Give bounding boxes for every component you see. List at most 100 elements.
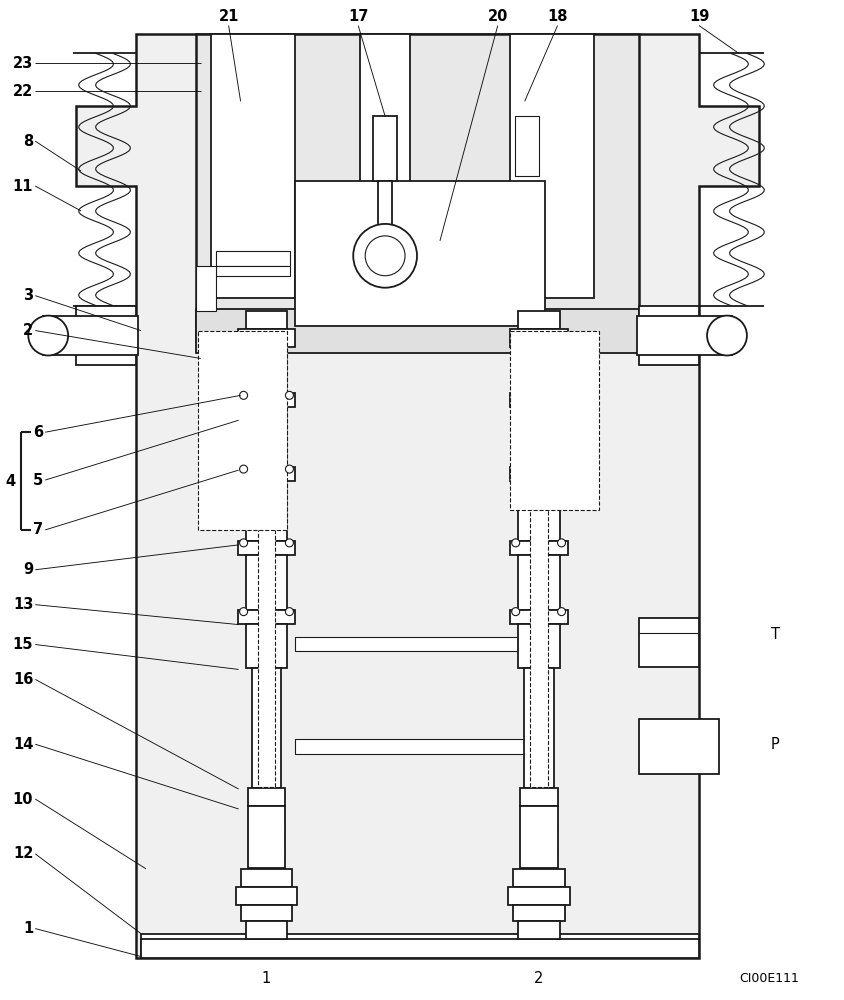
Text: 9: 9 [23,562,33,577]
Text: 17: 17 [348,9,368,24]
Polygon shape [76,34,759,958]
Circle shape [511,608,520,616]
Bar [530,358,548,787]
Bar [520,806,558,868]
Bar [238,541,295,555]
Text: 4: 4 [5,474,15,489]
Bar [517,555,560,610]
Circle shape [240,608,247,616]
Circle shape [511,539,520,547]
Bar [246,921,288,939]
Bar [238,610,295,624]
Text: P: P [771,737,780,752]
Bar [517,481,560,541]
Bar [517,624,560,668]
Bar [295,739,544,754]
Text: 21: 21 [219,9,239,24]
Bar [196,309,639,353]
Bar [523,668,554,788]
Text: 1: 1 [262,971,271,986]
Bar [141,934,699,958]
Text: 15: 15 [13,637,33,652]
Polygon shape [76,306,136,365]
Bar [517,347,560,358]
Text: 23: 23 [13,56,33,71]
Bar [246,624,288,668]
Circle shape [558,465,565,473]
Bar [510,541,567,555]
Bar [510,610,567,624]
Bar [373,116,397,181]
Circle shape [558,539,565,547]
Text: 14: 14 [13,737,33,752]
Text: 18: 18 [547,9,568,24]
Circle shape [29,316,68,355]
Text: 12: 12 [13,846,33,861]
Bar [639,618,699,667]
Bar [246,407,288,467]
Bar [510,467,567,481]
Bar [257,358,275,787]
Bar [508,887,570,905]
Circle shape [365,236,405,276]
Bar [517,921,560,939]
Bar [510,393,567,407]
Circle shape [285,391,294,399]
Bar [211,34,295,298]
Bar [252,668,281,788]
Circle shape [240,539,247,547]
Text: 1: 1 [23,921,33,936]
Bar [246,358,288,393]
Circle shape [285,465,294,473]
Bar [510,34,594,298]
Bar [360,34,410,213]
Bar [235,887,297,905]
Bar [510,329,567,347]
Bar [246,311,288,329]
Circle shape [511,465,520,473]
Bar [639,719,719,774]
Circle shape [240,465,247,473]
Text: 6: 6 [33,425,43,440]
Bar [241,869,292,887]
Bar [510,331,599,510]
Text: 10: 10 [13,792,33,807]
Circle shape [558,391,565,399]
Text: 11: 11 [13,179,33,194]
Text: 19: 19 [689,9,709,24]
Text: 7: 7 [33,522,43,537]
Bar [512,905,565,921]
Bar [247,788,285,806]
Circle shape [285,608,294,616]
Bar [512,869,565,887]
Bar [520,788,558,806]
Bar [517,311,560,329]
Bar [378,181,392,241]
Bar [197,331,288,530]
Bar [238,467,295,481]
Text: 3: 3 [23,288,33,303]
Circle shape [558,608,565,616]
Bar [295,637,544,651]
Bar [515,116,538,176]
Bar [246,555,288,610]
Text: T: T [771,627,780,642]
Bar [216,251,290,266]
Bar [43,316,138,355]
Circle shape [511,391,520,399]
Text: 13: 13 [13,597,33,612]
Text: 8: 8 [23,134,33,149]
Circle shape [240,391,247,399]
Bar [246,481,288,541]
Bar [517,407,560,467]
Text: 2: 2 [23,323,33,338]
Bar [241,905,292,921]
Circle shape [285,539,294,547]
Bar [196,34,639,341]
Text: 2: 2 [534,971,544,986]
Bar [246,347,288,358]
Bar [637,316,732,355]
Text: 20: 20 [488,9,508,24]
Bar [216,266,290,276]
Text: 22: 22 [13,84,33,99]
